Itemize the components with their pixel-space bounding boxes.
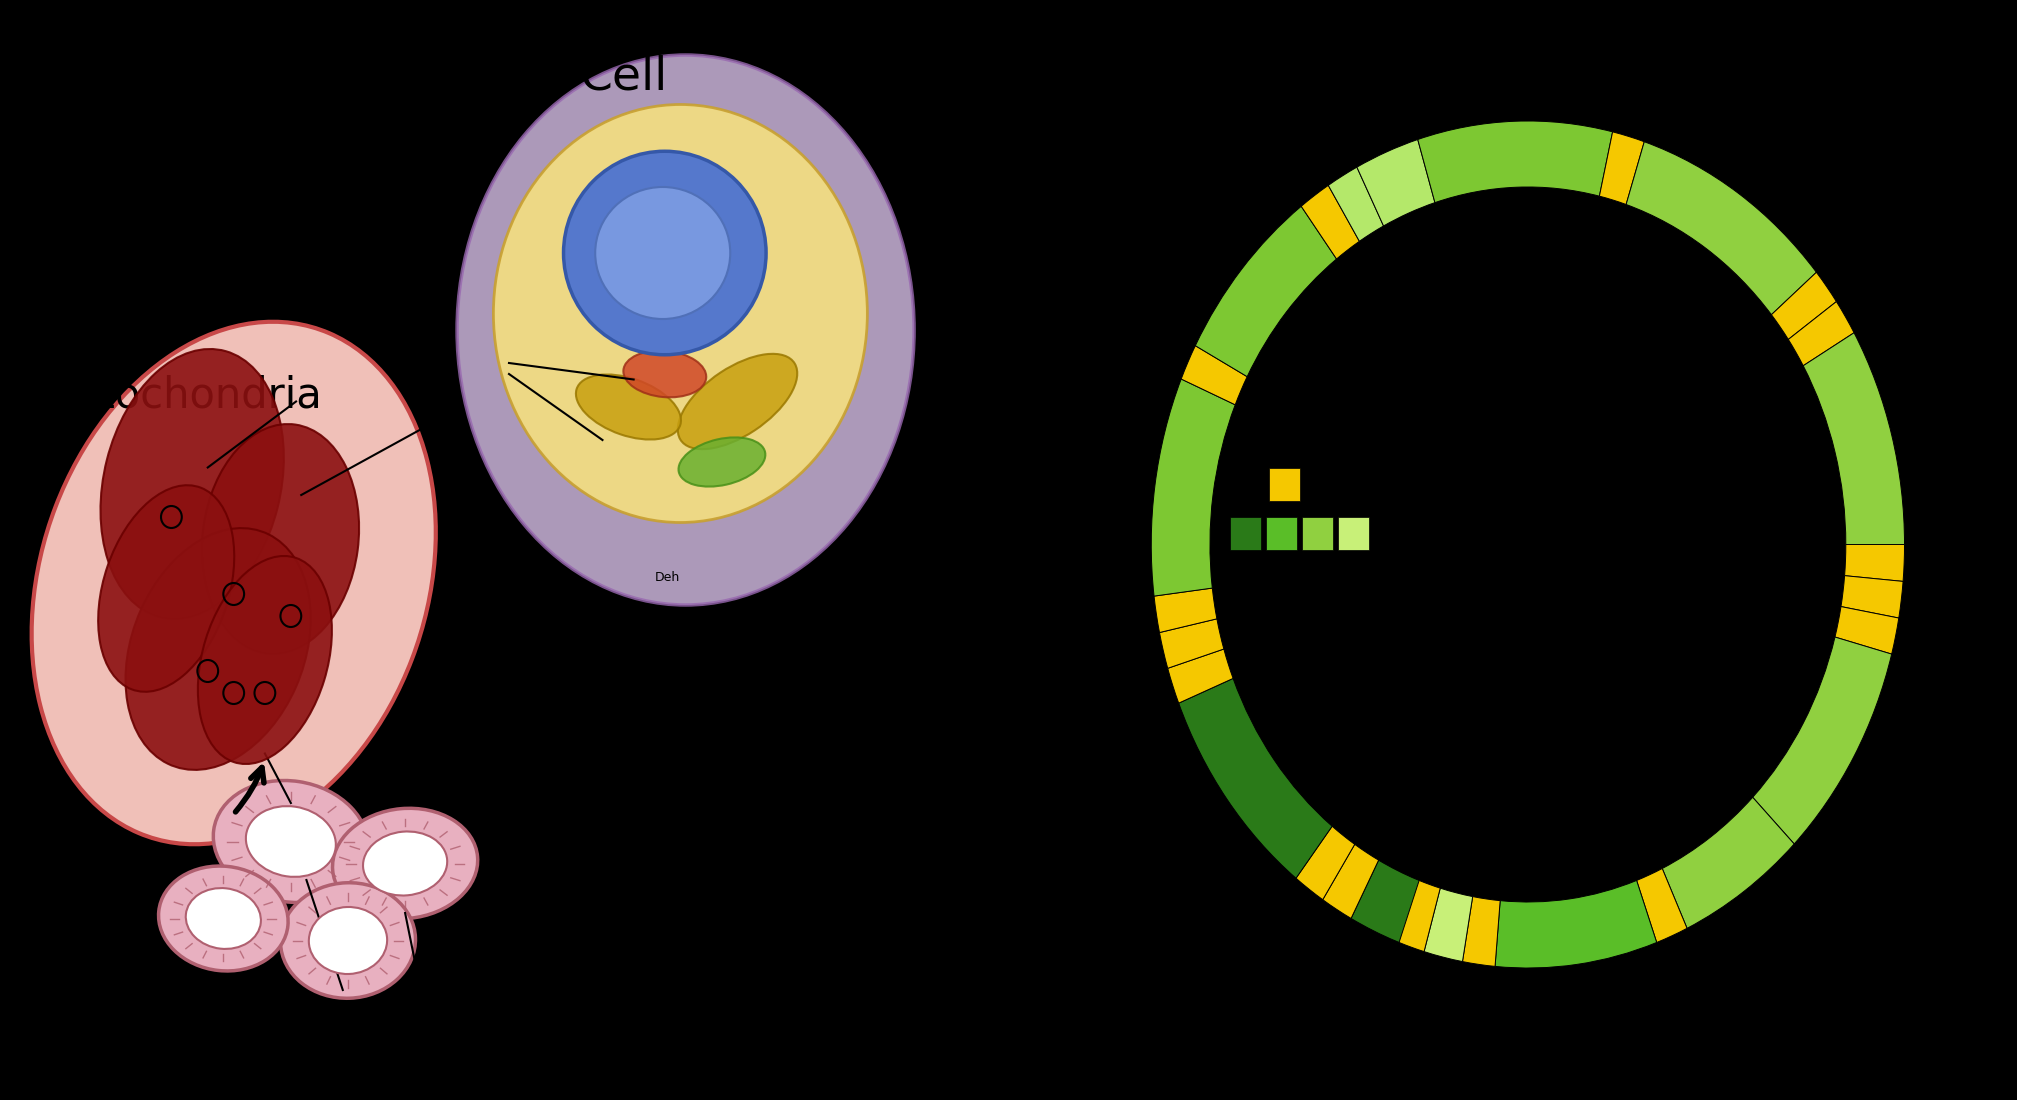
- Ellipse shape: [280, 882, 416, 999]
- Wedge shape: [1718, 811, 1779, 882]
- Ellipse shape: [246, 806, 337, 877]
- Wedge shape: [1196, 207, 1337, 376]
- Wedge shape: [1351, 848, 1727, 968]
- Wedge shape: [1636, 869, 1686, 943]
- Ellipse shape: [198, 556, 333, 764]
- Ellipse shape: [101, 349, 284, 619]
- Ellipse shape: [125, 528, 311, 770]
- Ellipse shape: [595, 187, 730, 319]
- Ellipse shape: [159, 866, 288, 971]
- Ellipse shape: [623, 351, 706, 397]
- Text: Mitochondrial  DNA: Mitochondrial DNA: [218, 1012, 613, 1045]
- Wedge shape: [1599, 132, 1644, 205]
- Wedge shape: [1462, 896, 1501, 967]
- Text: Mitochondria: Mitochondria: [52, 375, 323, 417]
- Wedge shape: [1357, 140, 1434, 225]
- Wedge shape: [1297, 826, 1355, 900]
- Wedge shape: [1741, 749, 1835, 859]
- Wedge shape: [1495, 880, 1656, 968]
- Ellipse shape: [563, 151, 766, 354]
- Wedge shape: [1789, 301, 1854, 365]
- Ellipse shape: [186, 888, 260, 949]
- Text: Deh: Deh: [654, 571, 680, 584]
- Bar: [1230, 517, 1261, 550]
- Bar: [1269, 468, 1299, 500]
- Wedge shape: [1152, 379, 1234, 596]
- Wedge shape: [1696, 830, 1755, 903]
- Wedge shape: [1154, 588, 1216, 632]
- Wedge shape: [1301, 186, 1359, 258]
- Ellipse shape: [214, 781, 369, 902]
- Wedge shape: [1424, 888, 1472, 961]
- Wedge shape: [1803, 332, 1904, 544]
- Text: S: S: [660, 605, 668, 616]
- Bar: [1267, 517, 1297, 550]
- Wedge shape: [1160, 619, 1224, 669]
- Wedge shape: [1662, 798, 1795, 928]
- Ellipse shape: [458, 55, 914, 605]
- Bar: [1301, 517, 1333, 550]
- Ellipse shape: [99, 485, 234, 692]
- Bar: [1337, 517, 1370, 550]
- Wedge shape: [1329, 167, 1384, 241]
- Wedge shape: [1771, 273, 1835, 340]
- Wedge shape: [1626, 142, 1817, 315]
- Ellipse shape: [32, 322, 436, 844]
- Wedge shape: [1182, 345, 1247, 405]
- Ellipse shape: [202, 424, 359, 654]
- Wedge shape: [1789, 724, 1854, 788]
- Ellipse shape: [494, 104, 867, 522]
- Text: Cell: Cell: [579, 55, 668, 99]
- Wedge shape: [1529, 121, 1904, 757]
- Wedge shape: [1835, 606, 1898, 654]
- Ellipse shape: [309, 908, 387, 974]
- Wedge shape: [1846, 544, 1904, 582]
- Ellipse shape: [577, 374, 682, 440]
- Wedge shape: [1168, 649, 1232, 703]
- Wedge shape: [1178, 679, 1331, 878]
- Wedge shape: [1323, 845, 1378, 918]
- Ellipse shape: [333, 808, 478, 918]
- Ellipse shape: [678, 354, 797, 449]
- Ellipse shape: [678, 438, 764, 486]
- Ellipse shape: [363, 832, 448, 895]
- Wedge shape: [1842, 575, 1904, 618]
- Wedge shape: [1400, 880, 1440, 952]
- Wedge shape: [1418, 121, 1614, 202]
- Wedge shape: [1753, 637, 1892, 844]
